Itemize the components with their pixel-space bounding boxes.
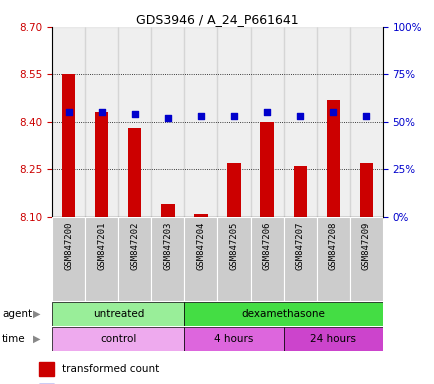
Bar	[326, 100, 339, 217]
Bar	[62, 74, 75, 217]
Bar	[316, 27, 349, 217]
Point	[329, 109, 336, 116]
Bar	[293, 166, 306, 217]
Bar	[85, 217, 118, 301]
Bar	[52, 217, 85, 301]
Bar	[283, 327, 382, 351]
Text: ▶: ▶	[33, 334, 41, 344]
Bar	[118, 27, 151, 217]
Bar	[52, 302, 184, 326]
Point	[296, 113, 303, 119]
Text: untreated: untreated	[92, 309, 144, 319]
Text: GSM847202: GSM847202	[130, 221, 139, 270]
Bar	[194, 214, 207, 217]
Bar	[184, 327, 283, 351]
Point	[98, 109, 105, 116]
Bar	[359, 163, 372, 217]
Bar	[161, 204, 174, 217]
Text: GSM847205: GSM847205	[229, 221, 238, 270]
Bar	[217, 27, 250, 217]
Text: dexamethasone: dexamethasone	[241, 309, 325, 319]
Text: ▶: ▶	[33, 309, 41, 319]
Bar	[128, 128, 141, 217]
Text: GSM847204: GSM847204	[196, 221, 205, 270]
Bar	[95, 113, 108, 217]
Bar	[52, 327, 184, 351]
Bar	[349, 27, 382, 217]
Point	[263, 109, 270, 116]
Bar	[184, 302, 382, 326]
Bar	[283, 217, 316, 301]
Bar	[151, 217, 184, 301]
Point	[362, 113, 369, 119]
Bar	[283, 27, 316, 217]
Bar	[227, 163, 240, 217]
Point	[197, 113, 204, 119]
Bar	[118, 217, 151, 301]
Text: transformed count: transformed count	[62, 364, 158, 374]
Bar	[349, 217, 382, 301]
Point	[65, 109, 72, 116]
Text: GSM847209: GSM847209	[361, 221, 370, 270]
Text: 24 hours: 24 hours	[309, 334, 355, 344]
Title: GDS3946 / A_24_P661641: GDS3946 / A_24_P661641	[136, 13, 298, 26]
Bar	[39, 362, 54, 376]
Bar	[184, 217, 217, 301]
Text: GSM847200: GSM847200	[64, 221, 73, 270]
Bar	[151, 27, 184, 217]
Text: time: time	[2, 334, 26, 344]
Text: GSM847203: GSM847203	[163, 221, 172, 270]
Text: 4 hours: 4 hours	[214, 334, 253, 344]
Point	[230, 113, 237, 119]
Point	[131, 111, 138, 118]
Bar	[217, 217, 250, 301]
Bar	[85, 27, 118, 217]
Text: GSM847207: GSM847207	[295, 221, 304, 270]
Text: agent: agent	[2, 309, 32, 319]
Text: control: control	[100, 334, 136, 344]
Bar	[52, 27, 85, 217]
Bar	[184, 27, 217, 217]
Text: GSM847208: GSM847208	[328, 221, 337, 270]
Text: GSM847201: GSM847201	[97, 221, 106, 270]
Bar	[250, 217, 283, 301]
Bar	[316, 217, 349, 301]
Bar	[260, 122, 273, 217]
Point	[164, 115, 171, 121]
Bar	[250, 27, 283, 217]
Text: GSM847206: GSM847206	[262, 221, 271, 270]
